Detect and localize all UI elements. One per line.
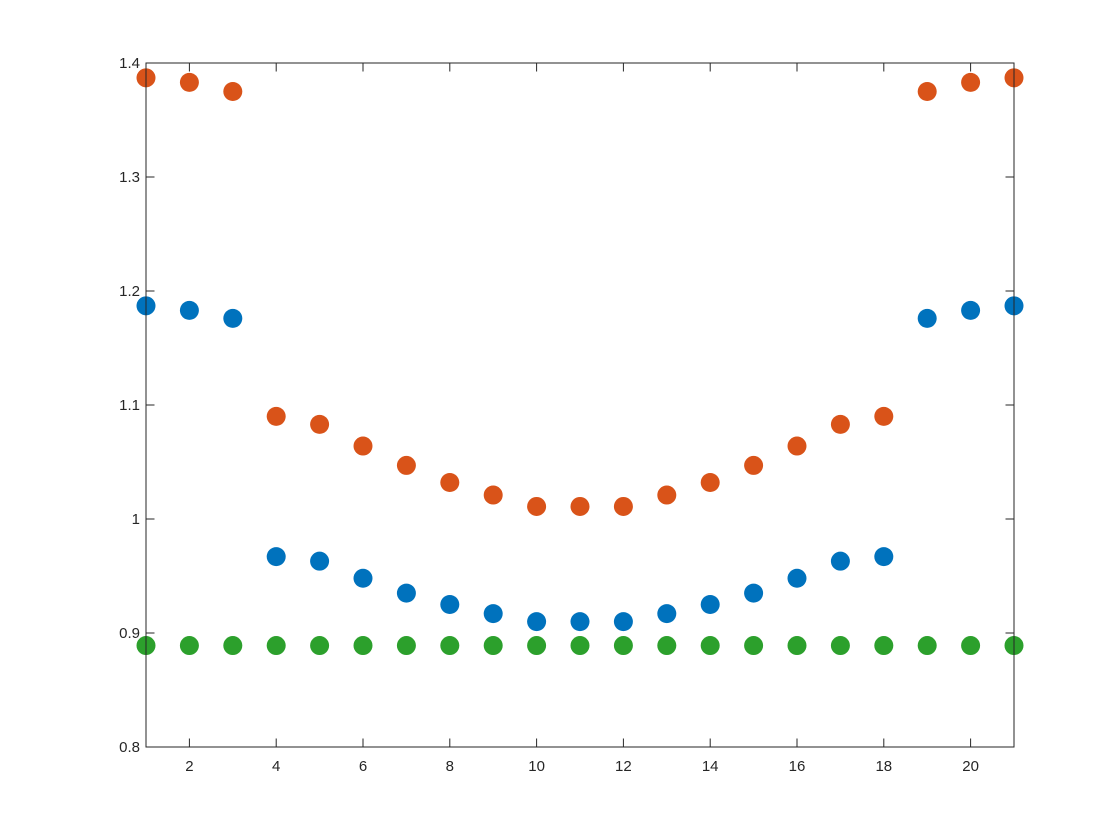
data-point (266, 406, 286, 426)
data-point (223, 636, 243, 656)
y-tick-label: 1.1 (119, 397, 140, 414)
y-tick-label: 0.8 (119, 739, 140, 756)
data-point (527, 612, 547, 632)
data-point (613, 496, 633, 516)
y-tick-label: 1 (132, 511, 140, 528)
data-point (830, 636, 850, 656)
data-point (744, 455, 764, 475)
data-point (223, 308, 243, 328)
data-point (179, 300, 199, 320)
y-tick-label: 1.2 (119, 283, 140, 300)
data-point (700, 473, 720, 493)
data-point (266, 547, 286, 567)
data-point (700, 595, 720, 614)
data-point (787, 568, 807, 588)
data-point (310, 414, 330, 434)
data-point (961, 636, 981, 656)
x-tick-label: 12 (615, 758, 632, 775)
data-point (396, 636, 416, 656)
x-tick-label: 10 (528, 758, 545, 775)
data-point (570, 496, 590, 516)
data-point (353, 636, 373, 656)
data-point (657, 485, 677, 505)
data-point (744, 636, 764, 656)
x-tick-label: 20 (962, 758, 979, 775)
x-tick-label: 8 (446, 758, 454, 775)
data-point (917, 82, 937, 101)
data-point (874, 636, 894, 656)
data-point (917, 308, 937, 328)
data-point (570, 636, 590, 656)
data-point (266, 636, 286, 656)
data-point (179, 636, 199, 656)
data-point (310, 551, 330, 571)
axes-box (145, 62, 1015, 748)
tick-labels-layer: 2 4 6 8 10 12 14 16 18 20 0.8 0.9 1 1.1 1.2 1.3 1.4 (119, 55, 979, 775)
x-tick-label: 16 (789, 758, 806, 775)
y-tick-label: 0.9 (119, 625, 140, 642)
data-point (440, 473, 460, 493)
data-point (874, 406, 894, 426)
x-tick-label: 4 (272, 758, 280, 775)
data-point (700, 636, 720, 656)
data-point (527, 496, 547, 516)
data-point (440, 595, 460, 614)
points-layer (136, 68, 1024, 656)
data-point (179, 72, 199, 92)
data-point (440, 636, 460, 656)
data-point (353, 436, 373, 456)
y-tick-label: 1.4 (119, 55, 140, 72)
data-point (483, 636, 503, 656)
y-tick-label: 1.3 (119, 169, 140, 186)
data-point (483, 604, 503, 624)
data-point (223, 82, 243, 101)
data-point (961, 72, 981, 92)
data-point (570, 612, 590, 632)
data-point (830, 551, 850, 571)
data-point (787, 636, 807, 656)
data-point (396, 583, 416, 603)
plot-area (146, 63, 1014, 747)
data-point (874, 547, 894, 567)
data-point (483, 485, 503, 505)
data-point (527, 636, 547, 656)
x-tick-label: 6 (359, 758, 367, 775)
data-point (353, 568, 373, 588)
x-tick-label: 2 (185, 758, 193, 775)
data-point (744, 583, 764, 603)
data-point (917, 636, 937, 656)
data-point (787, 436, 807, 456)
x-tick-label: 14 (702, 758, 719, 775)
data-point (613, 612, 633, 632)
data-point (613, 636, 633, 656)
data-point (830, 414, 850, 434)
data-point (396, 455, 416, 475)
x-tick-label: 18 (875, 758, 892, 775)
data-point (961, 300, 981, 320)
data-point (657, 636, 677, 656)
data-point (310, 636, 330, 656)
data-point (657, 604, 677, 624)
